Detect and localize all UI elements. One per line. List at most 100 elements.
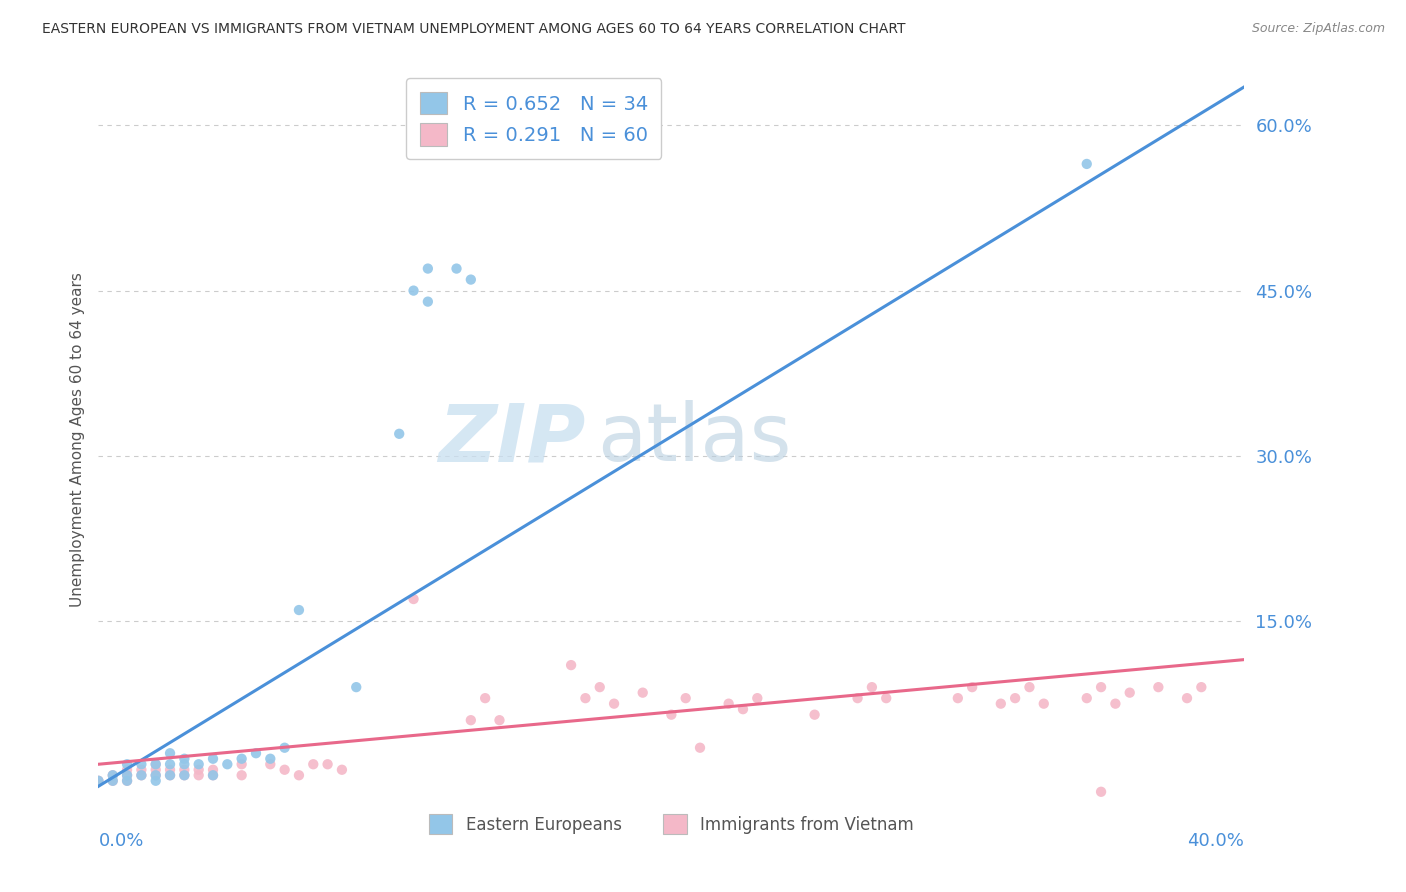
Point [173, 768, 195, 782]
Point [173, 763, 195, 777]
Point [631, 686, 654, 700]
Point [717, 697, 740, 711]
Point [273, 740, 295, 755]
Point [288, 603, 311, 617]
Point [846, 691, 869, 706]
Point [131, 768, 153, 782]
Point [1090, 680, 1112, 694]
Point [1076, 157, 1098, 171]
Point [159, 757, 181, 772]
Point [101, 773, 124, 788]
Point [202, 768, 225, 782]
Point [388, 426, 411, 441]
Point [560, 658, 582, 673]
Point [460, 713, 482, 727]
Point [402, 284, 425, 298]
Point [474, 691, 496, 706]
Point [173, 757, 195, 772]
Point [101, 768, 124, 782]
Point [145, 757, 167, 772]
Point [589, 680, 612, 694]
Point [330, 763, 353, 777]
Point [960, 680, 983, 694]
Text: atlas: atlas [598, 401, 792, 478]
Point [115, 768, 138, 782]
Point [187, 768, 209, 782]
Point [131, 757, 153, 772]
Point [173, 768, 195, 782]
Point [145, 773, 167, 788]
Text: Source: ZipAtlas.com: Source: ZipAtlas.com [1251, 22, 1385, 36]
Point [946, 691, 969, 706]
Point [159, 768, 181, 782]
Point [316, 757, 339, 772]
Point [217, 757, 239, 772]
Point [259, 757, 281, 772]
Point [1032, 697, 1054, 711]
Point [259, 752, 281, 766]
Point [603, 697, 626, 711]
Y-axis label: Unemployment Among Ages 60 to 64 years: Unemployment Among Ages 60 to 64 years [69, 272, 84, 607]
Point [302, 757, 325, 772]
Text: ZIP: ZIP [439, 401, 585, 478]
Point [245, 746, 267, 760]
Point [661, 707, 683, 722]
Point [131, 763, 153, 777]
Point [115, 757, 138, 772]
Text: 40.0%: 40.0% [1188, 832, 1244, 850]
Point [231, 757, 253, 772]
Point [1118, 686, 1140, 700]
Point [1104, 697, 1126, 711]
Point [875, 691, 897, 706]
Point [231, 752, 253, 766]
Point [990, 697, 1012, 711]
Point [402, 592, 425, 607]
Point [574, 691, 596, 706]
Point [87, 773, 110, 788]
Point [803, 707, 825, 722]
Point [1018, 680, 1040, 694]
Point [460, 272, 482, 286]
Point [288, 768, 311, 782]
Point [87, 773, 110, 788]
Point [187, 757, 209, 772]
Point [202, 768, 225, 782]
Point [145, 768, 167, 782]
Point [159, 763, 181, 777]
Point [101, 773, 124, 788]
Point [689, 740, 711, 755]
Point [115, 763, 138, 777]
Point [145, 757, 167, 772]
Point [416, 294, 439, 309]
Point [860, 680, 883, 694]
Point [1189, 680, 1212, 694]
Point [1090, 785, 1112, 799]
Point [115, 773, 138, 788]
Point [173, 752, 195, 766]
Point [446, 261, 468, 276]
Point [1175, 691, 1198, 706]
Point [131, 768, 153, 782]
Point [145, 763, 167, 777]
Point [231, 768, 253, 782]
Point [731, 702, 754, 716]
Point [344, 680, 367, 694]
Point [1004, 691, 1026, 706]
Point [101, 768, 124, 782]
Point [159, 746, 181, 760]
Text: EASTERN EUROPEAN VS IMMIGRANTS FROM VIETNAM UNEMPLOYMENT AMONG AGES 60 TO 64 YEA: EASTERN EUROPEAN VS IMMIGRANTS FROM VIET… [42, 22, 905, 37]
Point [273, 763, 295, 777]
Point [202, 752, 225, 766]
Point [1147, 680, 1170, 694]
Point [488, 713, 510, 727]
Point [747, 691, 769, 706]
Point [187, 763, 209, 777]
Point [1076, 691, 1098, 706]
Point [115, 773, 138, 788]
Point [416, 261, 439, 276]
Legend: Eastern Europeans, Immigrants from Vietnam: Eastern Europeans, Immigrants from Vietn… [418, 803, 925, 846]
Point [675, 691, 697, 706]
Point [115, 768, 138, 782]
Point [145, 768, 167, 782]
Point [202, 763, 225, 777]
